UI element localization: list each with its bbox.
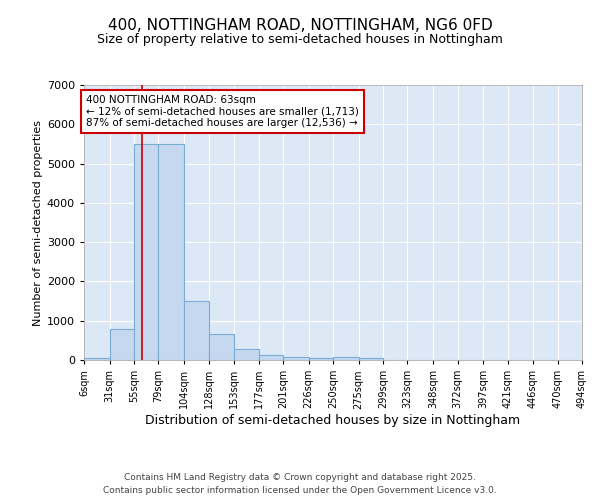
Bar: [234, 350, 259, 360]
Bar: [308, 358, 333, 360]
Bar: [158, 144, 184, 360]
Bar: [110, 328, 134, 360]
Text: 400 NOTTINGHAM ROAD: 63sqm
← 12% of semi-detached houses are smaller (1,713)
87%: 400 NOTTINGHAM ROAD: 63sqm ← 12% of semi…: [86, 95, 359, 128]
X-axis label: Distribution of semi-detached houses by size in Nottingham: Distribution of semi-detached houses by …: [145, 414, 521, 427]
Bar: [283, 357, 308, 360]
Bar: [359, 358, 383, 360]
Y-axis label: Number of semi-detached properties: Number of semi-detached properties: [32, 120, 43, 326]
Bar: [84, 358, 110, 360]
Bar: [209, 334, 234, 360]
Text: 400, NOTTINGHAM ROAD, NOTTINGHAM, NG6 0FD: 400, NOTTINGHAM ROAD, NOTTINGHAM, NG6 0F…: [107, 18, 493, 32]
Bar: [184, 301, 209, 360]
Bar: [259, 354, 283, 360]
Text: Contains HM Land Registry data © Crown copyright and database right 2025.
Contai: Contains HM Land Registry data © Crown c…: [103, 474, 497, 495]
Bar: [333, 357, 359, 360]
Bar: [134, 144, 158, 360]
Text: Size of property relative to semi-detached houses in Nottingham: Size of property relative to semi-detach…: [97, 32, 503, 46]
